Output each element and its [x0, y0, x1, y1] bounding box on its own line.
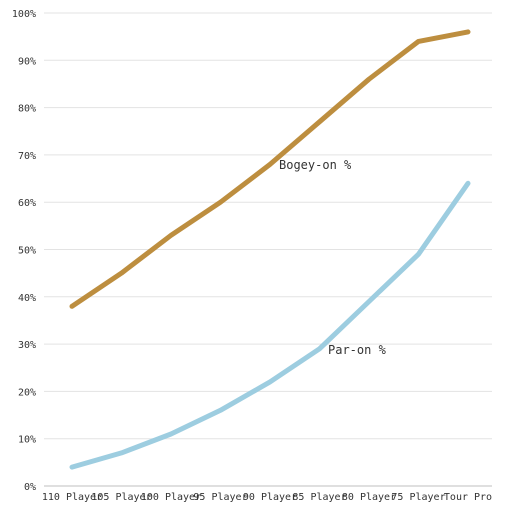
x-tick-label: 105 Player [91, 492, 151, 503]
x-tick-label: 95 Player [193, 492, 247, 503]
y-tick-label: 10% [18, 435, 36, 446]
x-tick-label: Tour Pro [444, 492, 492, 503]
y-tick-label: 0% [24, 482, 36, 493]
series-line-par-on [69, 180, 471, 470]
y-tick-label: 20% [18, 387, 36, 398]
series-lines [69, 29, 471, 470]
x-tick-label: 90 Player [243, 492, 297, 503]
y-tick-label: 70% [18, 151, 36, 162]
x-tick-label: 75 Player [391, 492, 445, 503]
gridlines [44, 12, 492, 487]
series-line-bogey-on [69, 29, 471, 309]
y-tick-label: 30% [18, 340, 36, 351]
y-tick-label: 90% [18, 56, 36, 67]
series-label-bogey-on: Bogey-on % [279, 158, 352, 172]
y-axis-tick-labels: 0% 10% 20% 30% 40% 50% 60% 70% 80% 90% 100% [12, 9, 36, 493]
x-tick-label: 100 Player [141, 492, 201, 503]
x-tick-label: 80 Player [342, 492, 396, 503]
y-tick-label: 50% [18, 246, 36, 257]
y-tick-label: 100% [12, 9, 36, 20]
y-tick-label: 80% [18, 104, 36, 115]
x-tick-label: 85 Player [292, 492, 346, 503]
y-tick-label: 60% [18, 198, 36, 209]
series-label-par-on: Par-on % [328, 343, 387, 357]
x-tick-label: 110 Player [42, 492, 102, 503]
y-tick-label: 40% [18, 293, 36, 304]
